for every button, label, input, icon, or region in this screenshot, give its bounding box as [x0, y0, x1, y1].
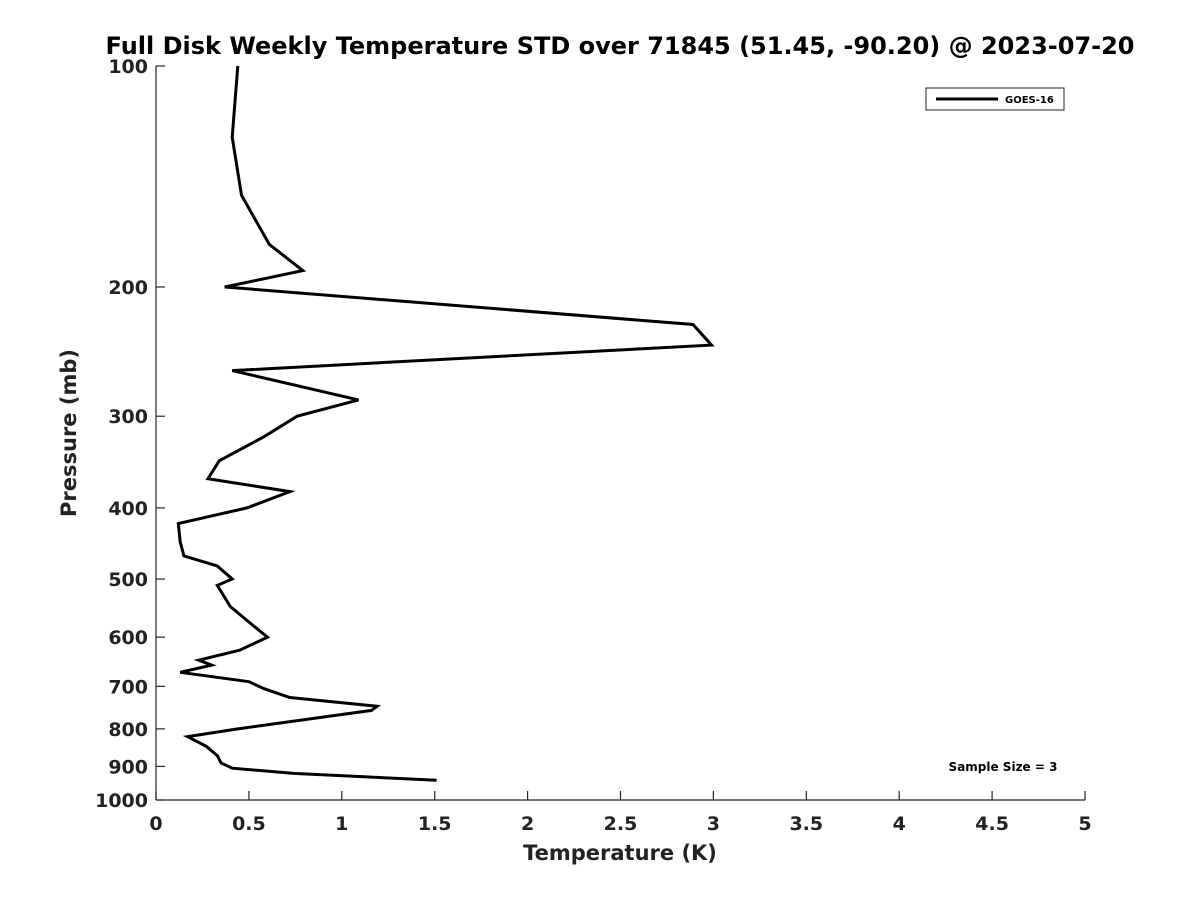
legend-label-goes-16: GOES-16: [1005, 95, 1054, 106]
y-tick-label: 600: [108, 627, 148, 649]
x-tick-label: 2.5: [604, 813, 638, 835]
y-tick-label: 900: [108, 756, 148, 778]
x-tick-label: 1: [335, 813, 348, 835]
x-tick-label: 3: [707, 813, 720, 835]
sample-size-annotation: Sample Size = 3: [949, 760, 1058, 774]
y-tick-label: 700: [108, 676, 148, 698]
series-layer: [176, 65, 715, 782]
series-line-goes-16: [176, 65, 715, 782]
y-tick-label: 300: [108, 406, 148, 428]
y-tick-label: 400: [108, 498, 148, 520]
y-tick-label: 800: [108, 719, 148, 741]
x-tick-label: 2: [521, 813, 534, 835]
plot-axes: [155, 66, 1085, 801]
x-axis-label: Temperature (K): [523, 841, 717, 865]
x-tick-label: 5: [1078, 813, 1091, 835]
y-tick-label: 1000: [95, 790, 148, 812]
y-tick-label: 200: [108, 277, 148, 299]
x-ticks: 0 0.5 1 1.5 2 2.5 3 3.5 4 4.5 5: [149, 791, 1092, 835]
x-tick-label: 1.5: [418, 813, 452, 835]
x-tick-label: 0: [149, 813, 162, 835]
y-tick-label: 100: [108, 56, 148, 78]
legend: GOES-16: [925, 87, 1065, 111]
x-tick-label: 4.5: [975, 813, 1009, 835]
x-tick-label: 4: [893, 813, 906, 835]
chart-title: Full Disk Weekly Temperature STD over 71…: [106, 32, 1135, 60]
x-tick-label: 3.5: [789, 813, 823, 835]
x-tick-label: 0.5: [232, 813, 266, 835]
y-ticks: 100 200 300 400 500 600 700 800 900 1000: [95, 56, 165, 812]
y-axis-label: Pressure (mb): [57, 349, 81, 517]
y-tick-label: 500: [108, 569, 148, 591]
